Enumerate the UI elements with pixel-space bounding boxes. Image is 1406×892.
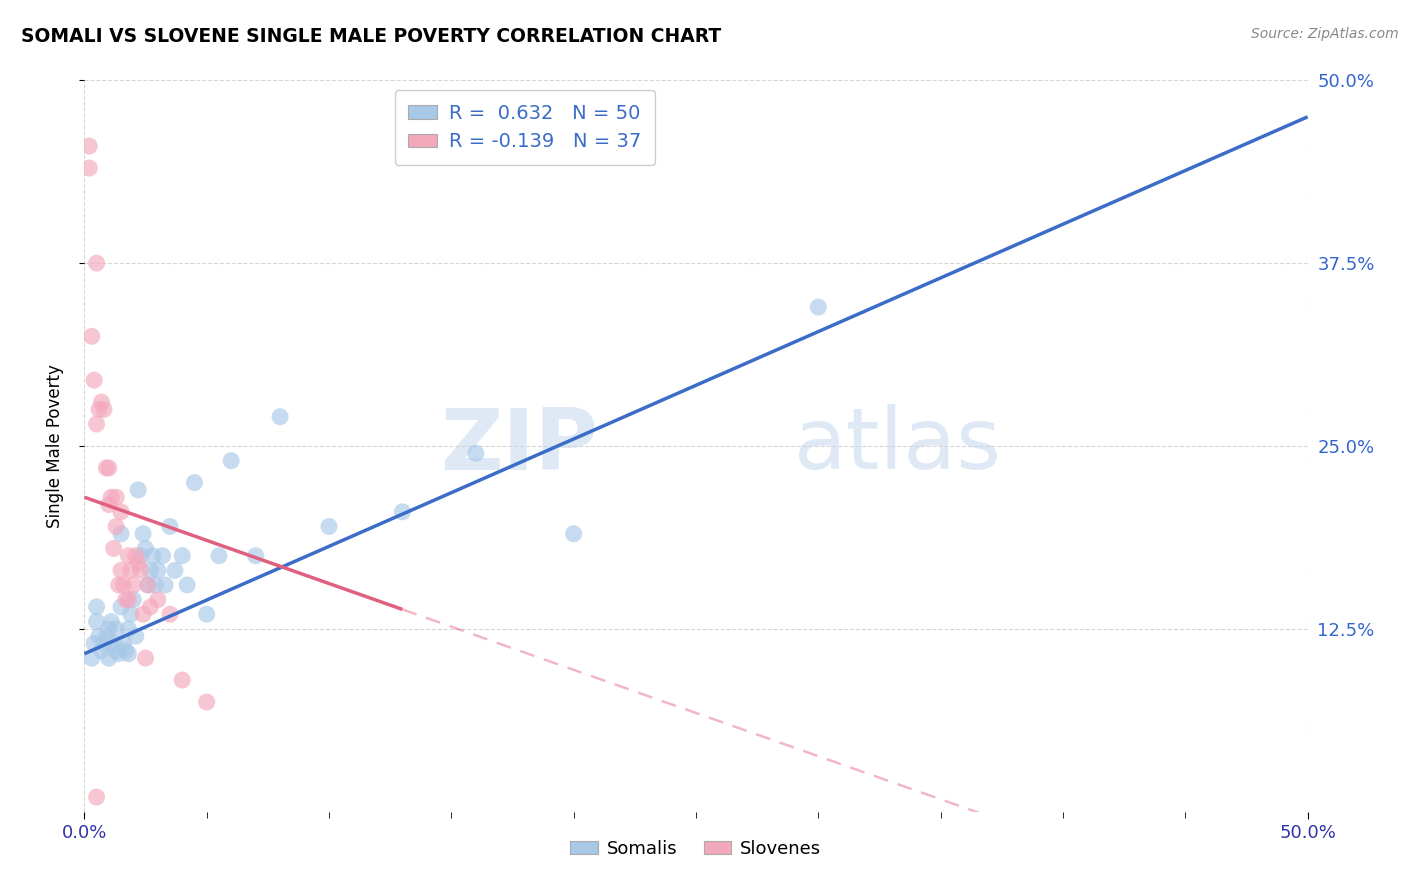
Point (139, 563, 162, 577)
Point (183, 475, 205, 490)
Point (122, 578, 145, 592)
Point (93, 402, 115, 417)
Point (135, 651, 157, 665)
Text: SOMALI VS SLOVENE SINGLE MALE POVERTY CORRELATION CHART: SOMALI VS SLOVENE SINGLE MALE POVERTY CO… (21, 27, 721, 45)
Point (87, 629, 110, 643)
Point (172, 673, 194, 687)
Point (107, 578, 129, 592)
Point (146, 592, 169, 607)
Point (117, 622, 139, 636)
Point (143, 578, 166, 592)
Point (96, 629, 118, 643)
Point (103, 541, 125, 556)
Point (136, 578, 159, 592)
Point (117, 647, 139, 661)
Point (100, 615, 122, 629)
Point (120, 563, 142, 577)
Point (83, 636, 105, 650)
Point (127, 556, 149, 570)
Point (195, 607, 218, 622)
Point (100, 490, 122, 504)
Point (117, 549, 139, 563)
Point (127, 483, 149, 497)
Point (110, 599, 132, 614)
Point (117, 592, 139, 607)
Point (245, 549, 267, 563)
Point (807, 300, 830, 314)
Point (93, 636, 115, 650)
Point (97, 461, 120, 475)
Point (135, 541, 157, 556)
Point (125, 549, 148, 563)
Point (132, 526, 155, 541)
Point (120, 607, 142, 622)
Point (105, 490, 128, 504)
Point (105, 622, 128, 636)
Point (129, 549, 152, 563)
Point (103, 636, 125, 650)
Point (391, 505, 413, 519)
Point (110, 563, 132, 577)
Point (90, 644, 112, 658)
Point (97, 498, 120, 512)
Point (136, 578, 159, 592)
Point (80, 651, 103, 665)
Y-axis label: Single Male Poverty: Single Male Poverty (45, 364, 63, 528)
Point (125, 629, 148, 643)
Point (97, 622, 120, 636)
Point (86, 417, 108, 431)
Point (464, 446, 486, 460)
Text: Source: ZipAtlas.com: Source: ZipAtlas.com (1251, 27, 1399, 41)
Point (153, 578, 176, 592)
Point (129, 563, 152, 577)
Point (122, 592, 145, 607)
Point (318, 519, 340, 533)
Point (176, 578, 198, 592)
Point (163, 563, 186, 577)
Point (112, 578, 135, 592)
Point (105, 519, 128, 533)
Point (97, 651, 120, 665)
Point (132, 607, 155, 622)
Point (77, 161, 100, 175)
Point (110, 526, 132, 541)
Point (195, 695, 218, 709)
Point (86, 790, 108, 805)
Point (172, 549, 194, 563)
Point (86, 599, 108, 614)
Point (110, 505, 132, 519)
Point (87, 402, 110, 417)
Point (142, 549, 165, 563)
Point (115, 644, 138, 658)
Point (77, 139, 100, 153)
Point (96, 461, 118, 475)
Point (86, 256, 108, 270)
Point (80, 329, 103, 343)
Point (146, 563, 169, 577)
Point (269, 409, 291, 424)
Point (115, 592, 138, 607)
Point (139, 599, 162, 614)
Point (112, 636, 135, 650)
Text: ZIP: ZIP (440, 404, 598, 488)
Point (83, 373, 105, 387)
Point (159, 519, 181, 533)
Point (219, 453, 242, 467)
Point (90, 395, 112, 409)
Legend: Somalis, Slovenes: Somalis, Slovenes (564, 832, 828, 865)
Point (86, 615, 108, 629)
Point (152, 549, 174, 563)
Point (159, 607, 181, 622)
Point (562, 526, 585, 541)
Text: atlas: atlas (794, 404, 1002, 488)
Point (107, 647, 129, 661)
Point (208, 549, 231, 563)
Point (105, 644, 128, 658)
